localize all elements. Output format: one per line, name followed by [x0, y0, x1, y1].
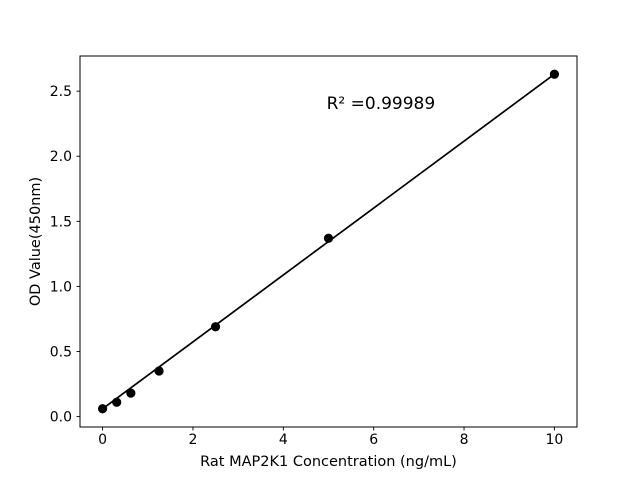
x-tick-label: 2 — [188, 432, 197, 448]
y-tick-label: 0.0 — [50, 410, 72, 426]
data-point — [112, 397, 122, 407]
data-point — [154, 366, 164, 376]
y-tick-label: 1.5 — [50, 214, 72, 230]
y-axis: 0.0 0.5 1.0 1.5 2.0 2.5 — [50, 84, 80, 426]
data-point — [126, 388, 136, 398]
plot-border — [79, 55, 578, 428]
y-tick-label: 2.5 — [50, 84, 72, 100]
data-series — [97, 69, 560, 414]
y-tick-label: 0.5 — [50, 344, 72, 360]
data-point — [323, 233, 334, 243]
x-axis-label: Rat MAP2K1 Concentration (ng/mL) — [200, 454, 457, 470]
x-tick-label: 10 — [545, 432, 563, 448]
x-tick-label: 4 — [279, 432, 288, 448]
r-squared-annotation: R² =0.99989 — [327, 94, 436, 114]
data-point — [97, 404, 108, 414]
y-axis-label: OD Value(450nm) — [28, 177, 44, 306]
x-tick-label: 8 — [460, 432, 469, 448]
y-tick-label: 2.0 — [50, 149, 72, 165]
data-point — [549, 69, 560, 79]
x-axis: 0 2 4 6 8 10 — [98, 427, 563, 448]
x-tick-label: 6 — [369, 432, 378, 448]
x-tick-label: 0 — [98, 432, 107, 448]
data-point — [210, 322, 221, 332]
y-tick-label: 1.0 — [50, 279, 72, 295]
